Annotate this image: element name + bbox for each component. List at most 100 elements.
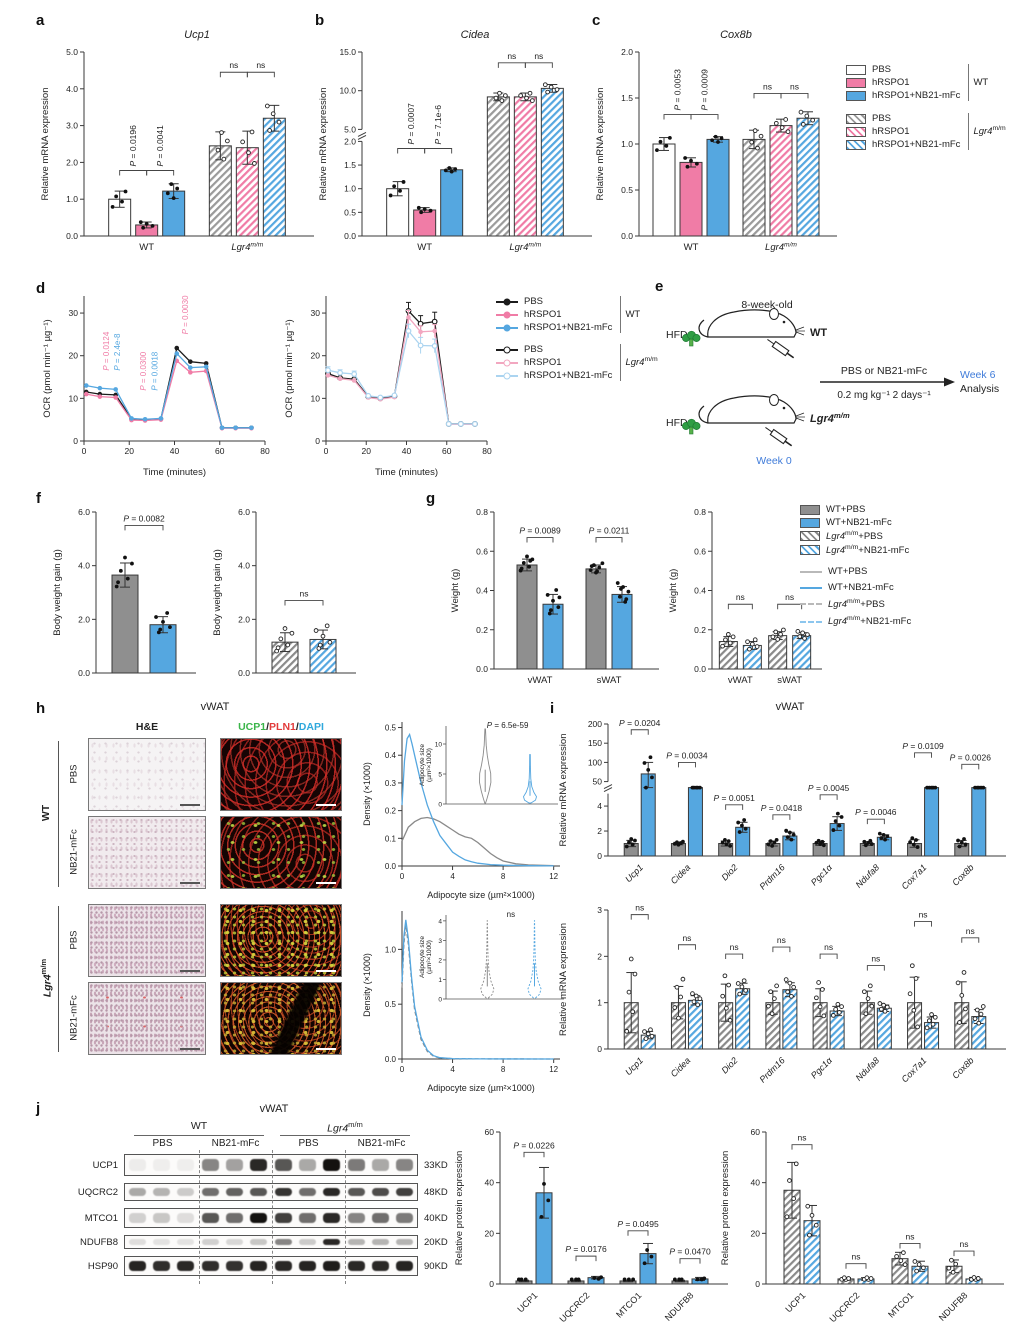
bar xyxy=(135,224,158,236)
data-point xyxy=(963,1006,968,1012)
data-point xyxy=(569,1277,574,1282)
data-point xyxy=(962,837,966,841)
data-point xyxy=(681,839,685,844)
floret xyxy=(692,422,701,430)
significance-bracket xyxy=(524,62,553,68)
data-point xyxy=(766,1003,771,1009)
data-point xyxy=(831,828,836,832)
tick-label: 0.0 xyxy=(621,231,633,241)
data-point xyxy=(658,139,663,144)
p-value-label: P = 0.0089 xyxy=(519,526,561,536)
protein-label: HSP90 xyxy=(87,1260,118,1272)
data-point xyxy=(879,836,884,840)
data-point xyxy=(835,1001,841,1007)
data-point xyxy=(779,125,785,130)
data-point xyxy=(631,1277,636,1282)
p-value-label: P = 0.0495 xyxy=(617,1219,659,1229)
data-point xyxy=(933,785,938,790)
mouse-body xyxy=(707,395,797,424)
axis-break xyxy=(603,787,613,793)
data-point xyxy=(770,634,776,640)
tick-label: 0 xyxy=(755,1279,760,1289)
legend-swatch xyxy=(846,113,866,124)
bar xyxy=(108,199,131,236)
mouse-body xyxy=(707,309,797,338)
blot-band xyxy=(226,1159,243,1171)
tick-label: 0 xyxy=(82,446,87,456)
data-point xyxy=(881,1002,886,1008)
data-point xyxy=(820,987,825,992)
tick-label: 0.0 xyxy=(385,862,397,871)
tick-label: 2.0 xyxy=(621,47,633,57)
data-point xyxy=(158,627,163,632)
blot-band xyxy=(372,1213,389,1223)
tick-label: 4 xyxy=(450,1065,455,1074)
panel-label-d: d xyxy=(36,280,46,297)
data-point xyxy=(443,168,448,173)
b-bar-chart-svg: Cidea 0.0 0.5 1.0 1.5 2.0 5.0 10.0 15.0 Relative … xyxy=(318,29,592,253)
data-point xyxy=(926,1018,932,1023)
data-point xyxy=(431,342,438,349)
blot-band xyxy=(347,1261,365,1271)
blot-band xyxy=(299,1188,316,1196)
blot-band xyxy=(347,1213,365,1223)
panel-a-chart: Ucp1 0.0 1.0 2.0 3.0 4.0 5.0 Relative mRNA expr… xyxy=(38,26,318,266)
bar xyxy=(877,837,892,856)
bar xyxy=(971,1016,986,1049)
data-point xyxy=(773,629,779,635)
data-point xyxy=(667,135,672,140)
data-point xyxy=(725,632,731,637)
panel-d-ocr-chart-wt: 0 10 20 30 0 20 40 60 80 Time (minutes) OCR (pmol … xyxy=(40,286,275,481)
y-axis-label: Relative mRNA expression xyxy=(595,88,606,201)
data-point xyxy=(130,561,134,566)
blot-band xyxy=(299,1159,316,1171)
group-label: Lgr4m/m xyxy=(765,242,797,253)
if-header-part: / xyxy=(295,721,299,733)
data-point xyxy=(156,630,161,635)
data-point xyxy=(589,564,594,569)
data-point xyxy=(766,842,771,847)
data-point xyxy=(833,1007,838,1012)
data-point xyxy=(915,1024,920,1030)
mouse-ear xyxy=(769,308,779,320)
blot-band xyxy=(250,1239,268,1245)
data-point xyxy=(267,128,272,133)
data-point xyxy=(633,838,637,843)
p-value-label: ns xyxy=(919,910,928,920)
data-point xyxy=(275,645,281,651)
row-label-nb21-1: NB21-mFc xyxy=(68,829,80,875)
legend-ocr-series: PBS hRSPO1 hRSPO1+NB21-mFc WT PBS hRSPO1 hRSPO… xyxy=(496,294,658,390)
bar xyxy=(541,88,564,237)
y-axis-label: Weight (g) xyxy=(450,569,461,613)
y-axis-label: Density (×1000) xyxy=(362,953,372,1017)
data-point xyxy=(642,1029,647,1034)
tick-label: 20 xyxy=(751,1228,761,1238)
protein-label: UQCRC2 xyxy=(77,1186,118,1198)
data-point xyxy=(861,989,867,995)
panel-c-chart: Cox8b 0.0 0.5 1.0 1.5 2.0 Relative mRNA expres… xyxy=(593,26,841,266)
blot-treatment-header: PBS xyxy=(152,1138,173,1149)
bar xyxy=(858,1278,874,1284)
p-value-label: ns xyxy=(635,903,644,913)
tick-label: 60 xyxy=(751,1127,761,1137)
data-point xyxy=(83,383,89,388)
hfd-food-icon xyxy=(682,330,701,347)
data-point xyxy=(883,837,887,842)
significance-bracket xyxy=(146,170,175,176)
bar xyxy=(612,594,632,669)
data-point xyxy=(862,839,867,844)
legend-group: PBS hRSPO1 hRSPO1+NB21-mFc Lgr4m/m xyxy=(496,342,658,383)
p-value-label: P = 0.0196 xyxy=(128,125,138,167)
category-label: UQCRC2 xyxy=(827,1290,861,1324)
data-point xyxy=(846,1276,851,1281)
data-point xyxy=(772,996,777,1001)
tick-label: 1 xyxy=(597,998,602,1008)
legend-item: WT+PBS xyxy=(800,566,911,577)
p-value-label: ns xyxy=(798,1133,807,1143)
adipocyte-density-chart-wt: 0.0 0.1 0.2 0.3 0.4 0.5 0 4 8 12 Adipocyte size (µ… xyxy=(360,710,570,902)
data-point xyxy=(773,120,779,126)
legend-item: PBS xyxy=(846,64,960,75)
tick-label: 0.1 xyxy=(385,834,397,843)
significance-bracket xyxy=(953,1250,975,1257)
